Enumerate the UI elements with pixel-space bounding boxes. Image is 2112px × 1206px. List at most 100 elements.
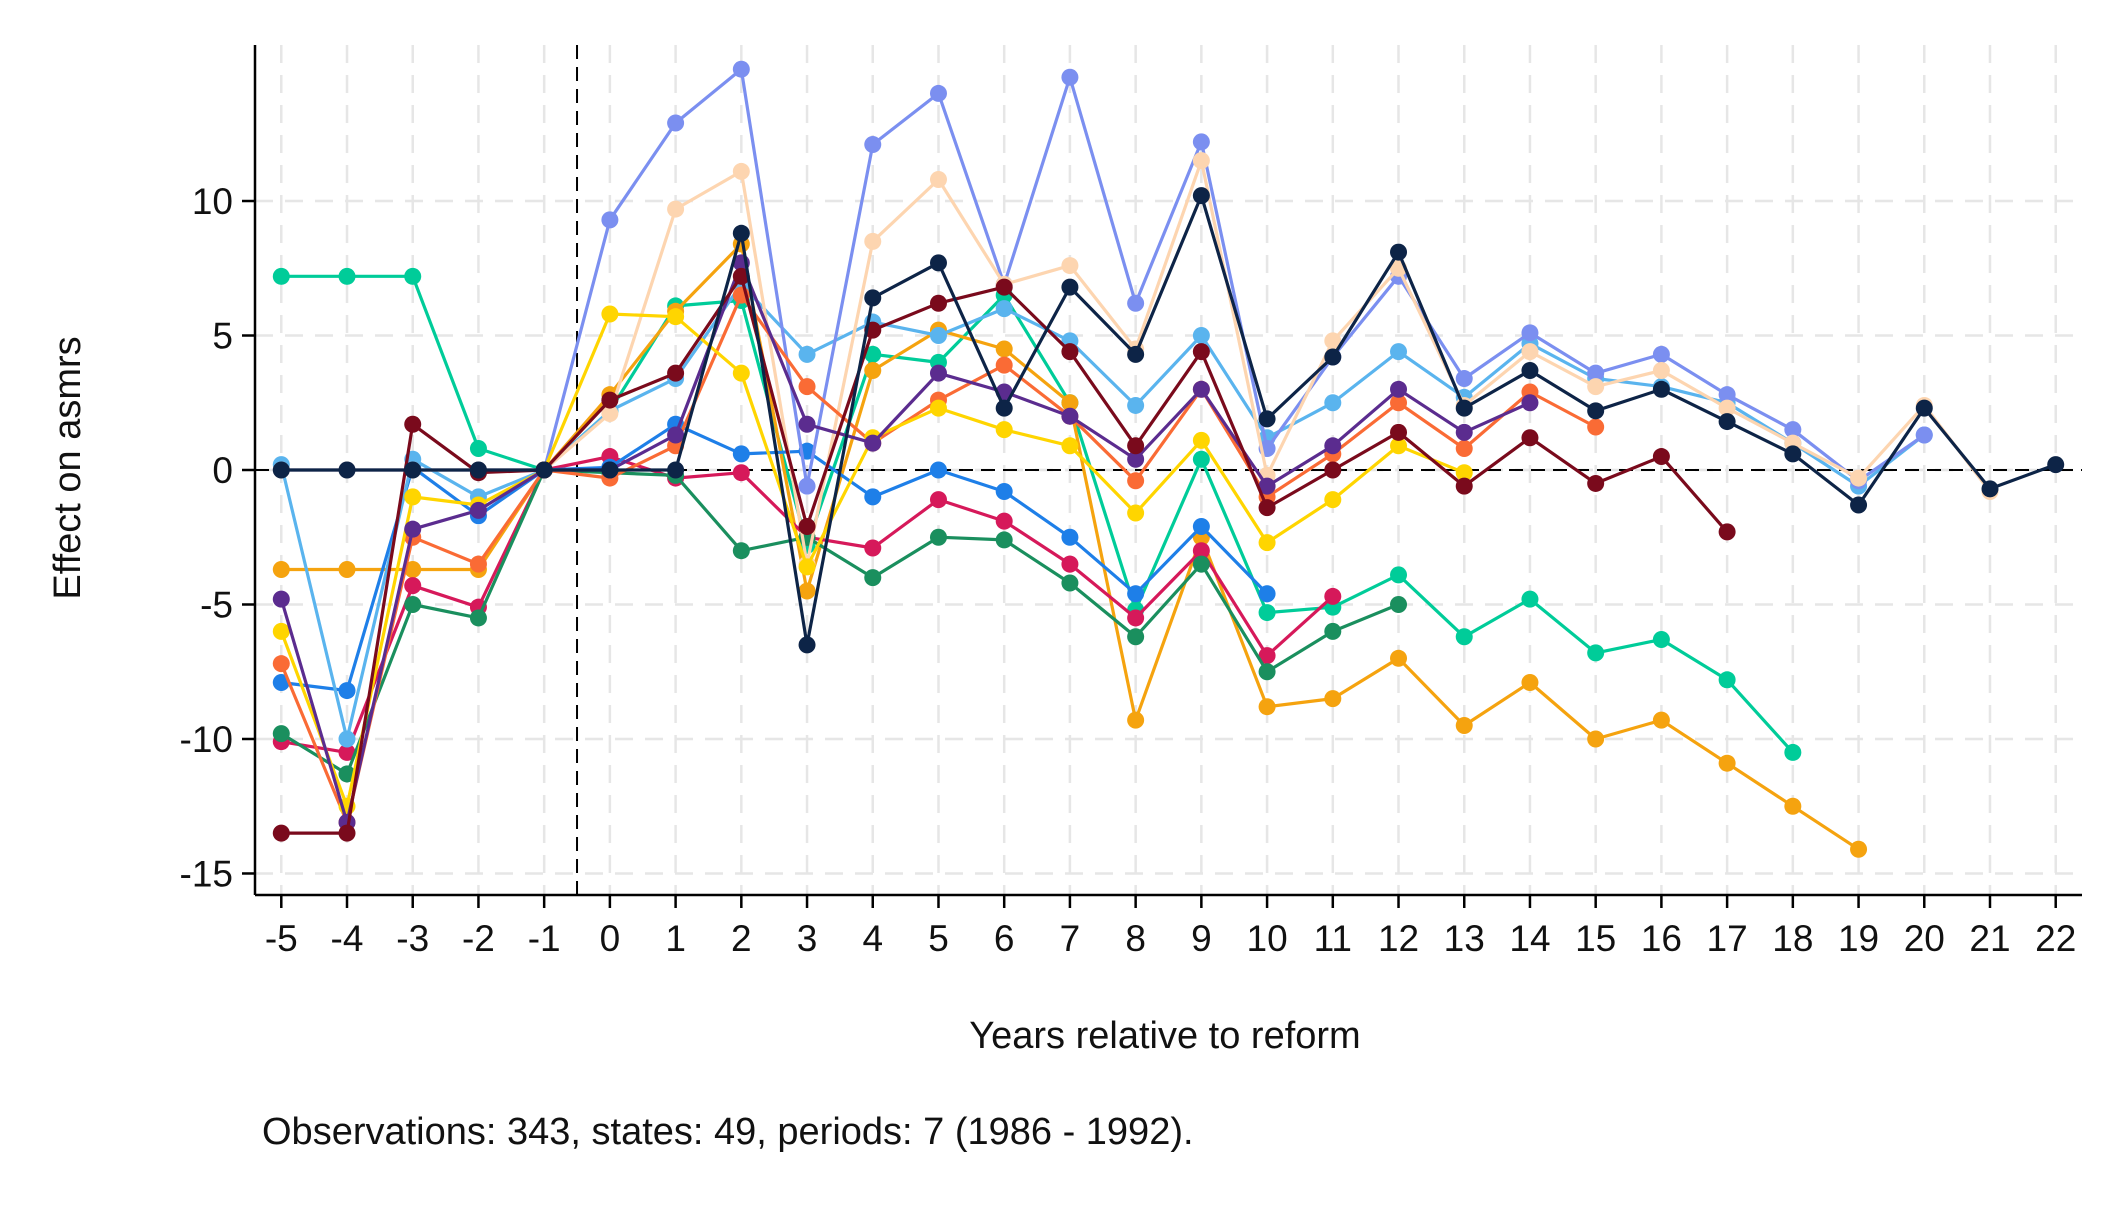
data-point	[1915, 426, 1933, 444]
x-tick-label: 12	[1378, 918, 1419, 959]
data-point	[798, 582, 816, 600]
data-point	[601, 461, 619, 479]
x-tick-label: -2	[462, 918, 495, 959]
data-point	[272, 824, 290, 842]
data-point	[1192, 380, 1210, 398]
x-tick-label: 19	[1838, 918, 1879, 959]
x-tick-label: 18	[1772, 918, 1813, 959]
data-point	[667, 114, 685, 132]
data-point	[929, 294, 947, 312]
data-point	[1127, 504, 1145, 522]
data-point	[1587, 644, 1605, 662]
data-point	[272, 674, 290, 691]
data-point	[1784, 421, 1802, 439]
data-point	[798, 345, 816, 363]
data-point	[1061, 555, 1079, 573]
data-point	[404, 461, 422, 479]
data-point	[1390, 566, 1408, 584]
data-point	[469, 609, 487, 627]
data-point	[1784, 743, 1802, 761]
data-point	[1521, 394, 1539, 412]
data-point	[1587, 402, 1605, 420]
data-point	[338, 561, 356, 579]
data-point	[1127, 585, 1145, 603]
data-point	[1127, 396, 1145, 414]
data-point	[732, 267, 750, 285]
data-point	[732, 464, 750, 482]
data-point	[732, 60, 750, 78]
data-point	[601, 405, 619, 423]
data-point	[272, 590, 290, 608]
data-point	[995, 531, 1013, 549]
data-point	[1521, 674, 1539, 691]
data-point	[1258, 499, 1276, 517]
data-point	[1127, 711, 1145, 729]
data-point	[1652, 448, 1670, 466]
data-point	[1390, 243, 1408, 261]
data-point	[1258, 410, 1276, 428]
data-point	[1850, 840, 1868, 858]
x-tick-label: 8	[1125, 918, 1146, 959]
data-point	[338, 824, 356, 842]
data-point	[1127, 437, 1145, 455]
data-point	[272, 267, 290, 285]
series-line	[281, 422, 1269, 693]
data-point	[1390, 423, 1408, 441]
data-point	[995, 356, 1013, 374]
data-point	[1061, 394, 1079, 412]
data-point	[1587, 418, 1605, 436]
data-point	[1652, 345, 1670, 363]
data-point	[667, 308, 685, 326]
x-tick-label: 11	[1314, 918, 1352, 959]
data-point	[1718, 523, 1736, 541]
data-point	[1521, 361, 1539, 379]
data-point	[798, 636, 816, 654]
data-point	[864, 136, 882, 154]
data-point	[1127, 450, 1145, 468]
data-point	[404, 267, 422, 285]
x-axis-title: Years relative to reform	[969, 1015, 1360, 1057]
y-tick-label: 5	[212, 316, 233, 357]
data-point	[272, 622, 290, 640]
x-tick-label: -1	[528, 918, 561, 959]
data-point	[798, 558, 816, 576]
data-point	[1061, 278, 1079, 296]
data-point	[864, 232, 882, 250]
data-point	[1324, 587, 1342, 605]
data-point	[1061, 437, 1079, 455]
data-point	[1061, 528, 1079, 546]
data-point	[864, 289, 882, 307]
data-point	[1127, 628, 1145, 646]
data-point	[864, 488, 882, 506]
data-point	[732, 445, 750, 463]
axes	[242, 45, 2082, 908]
data-point	[1455, 464, 1473, 482]
data-point	[338, 267, 356, 285]
data-point	[1652, 711, 1670, 729]
data-point	[404, 488, 422, 506]
x-tick-label: 6	[994, 918, 1015, 959]
data-point	[1521, 324, 1539, 342]
data-point	[1455, 717, 1473, 735]
chart-note: Observations: 343, states: 49, periods: …	[262, 1111, 1194, 1153]
data-point	[798, 415, 816, 433]
data-point	[1718, 413, 1736, 431]
data-point	[1521, 343, 1539, 361]
data-point	[1784, 445, 1802, 463]
series-11	[272, 254, 1539, 831]
data-point	[338, 765, 356, 783]
data-point	[1324, 690, 1342, 708]
data-point	[1390, 394, 1408, 412]
data-point	[798, 378, 816, 396]
data-point	[929, 491, 947, 509]
data-point	[601, 211, 619, 229]
data-point	[1455, 628, 1473, 646]
data-point	[1390, 380, 1408, 398]
x-tick-label: 21	[1969, 918, 2010, 959]
data-point	[1258, 585, 1276, 603]
data-point	[1455, 423, 1473, 441]
data-point	[1192, 152, 1210, 170]
x-tick-label: -4	[331, 918, 364, 959]
data-point	[1192, 343, 1210, 361]
